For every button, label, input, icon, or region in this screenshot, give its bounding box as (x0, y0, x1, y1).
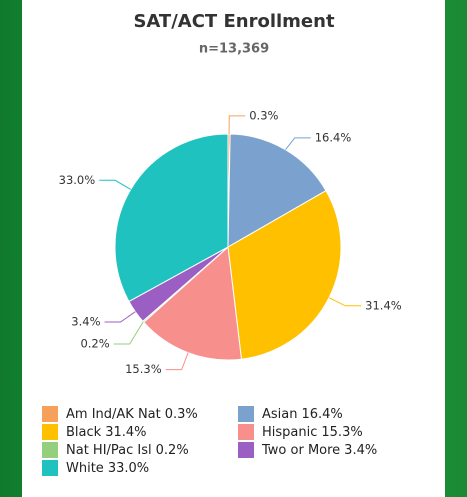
data-label: 16.4% (315, 130, 352, 144)
data-label: 0.3% (249, 108, 278, 122)
data-label: 31.4% (365, 298, 402, 312)
data-label: 0.2% (80, 337, 109, 351)
pie-slice (143, 245, 243, 361)
legend-name: Two or More (261, 443, 340, 458)
legend-swatch (238, 406, 254, 422)
legend-value: 15.3% (321, 425, 362, 440)
legend-label: White 33.0% (66, 461, 149, 476)
legend-value: 31.4% (105, 425, 146, 440)
leader-line (228, 115, 246, 135)
legend-value: 3.4% (344, 443, 377, 458)
legend-swatch (238, 442, 254, 458)
legend-value: 33.0% (108, 461, 149, 476)
legend-name: Am Ind/AK Nat (66, 407, 161, 422)
chart-title: SAT/ACT Enrollment (133, 11, 335, 32)
legend-value: 0.3% (165, 407, 198, 422)
leader-line (165, 352, 189, 371)
leader-line (99, 179, 131, 190)
data-label: 33.0% (59, 173, 96, 187)
legend-value: 16.4% (301, 407, 342, 422)
legend-value: 0.2% (156, 443, 189, 458)
legend-label: Two or More 3.4% (261, 443, 377, 458)
legend-name: Hispanic (262, 425, 317, 440)
chart-subtitle: n=13,369 (199, 42, 269, 57)
legend-label: Am Ind/AK Nat 0.3% (66, 407, 198, 422)
legend-name: Black (66, 425, 102, 440)
legend-name: Asian (262, 407, 297, 422)
legend-label: Asian 16.4% (262, 407, 343, 422)
leader-line (104, 311, 136, 323)
leader-line (113, 321, 144, 345)
data-label: 15.3% (125, 362, 162, 376)
legend-label: Hispanic 15.3% (262, 425, 363, 440)
legend-name: White (66, 461, 104, 476)
legend-swatch (42, 442, 58, 458)
legend-label: Nat HI/Pac Isl 0.2% (66, 443, 189, 458)
legend-name: Nat HI/Pac Isl (66, 443, 152, 458)
leader-line (285, 137, 311, 151)
legend-swatch (42, 424, 58, 440)
legend-swatch (42, 406, 58, 422)
data-label: 3.4% (71, 315, 100, 329)
pie-slice (114, 133, 229, 303)
legend-label: Black 31.4% (66, 425, 147, 440)
legend-swatch (238, 424, 254, 440)
leader-line (328, 297, 362, 307)
legend-swatch (42, 460, 58, 476)
